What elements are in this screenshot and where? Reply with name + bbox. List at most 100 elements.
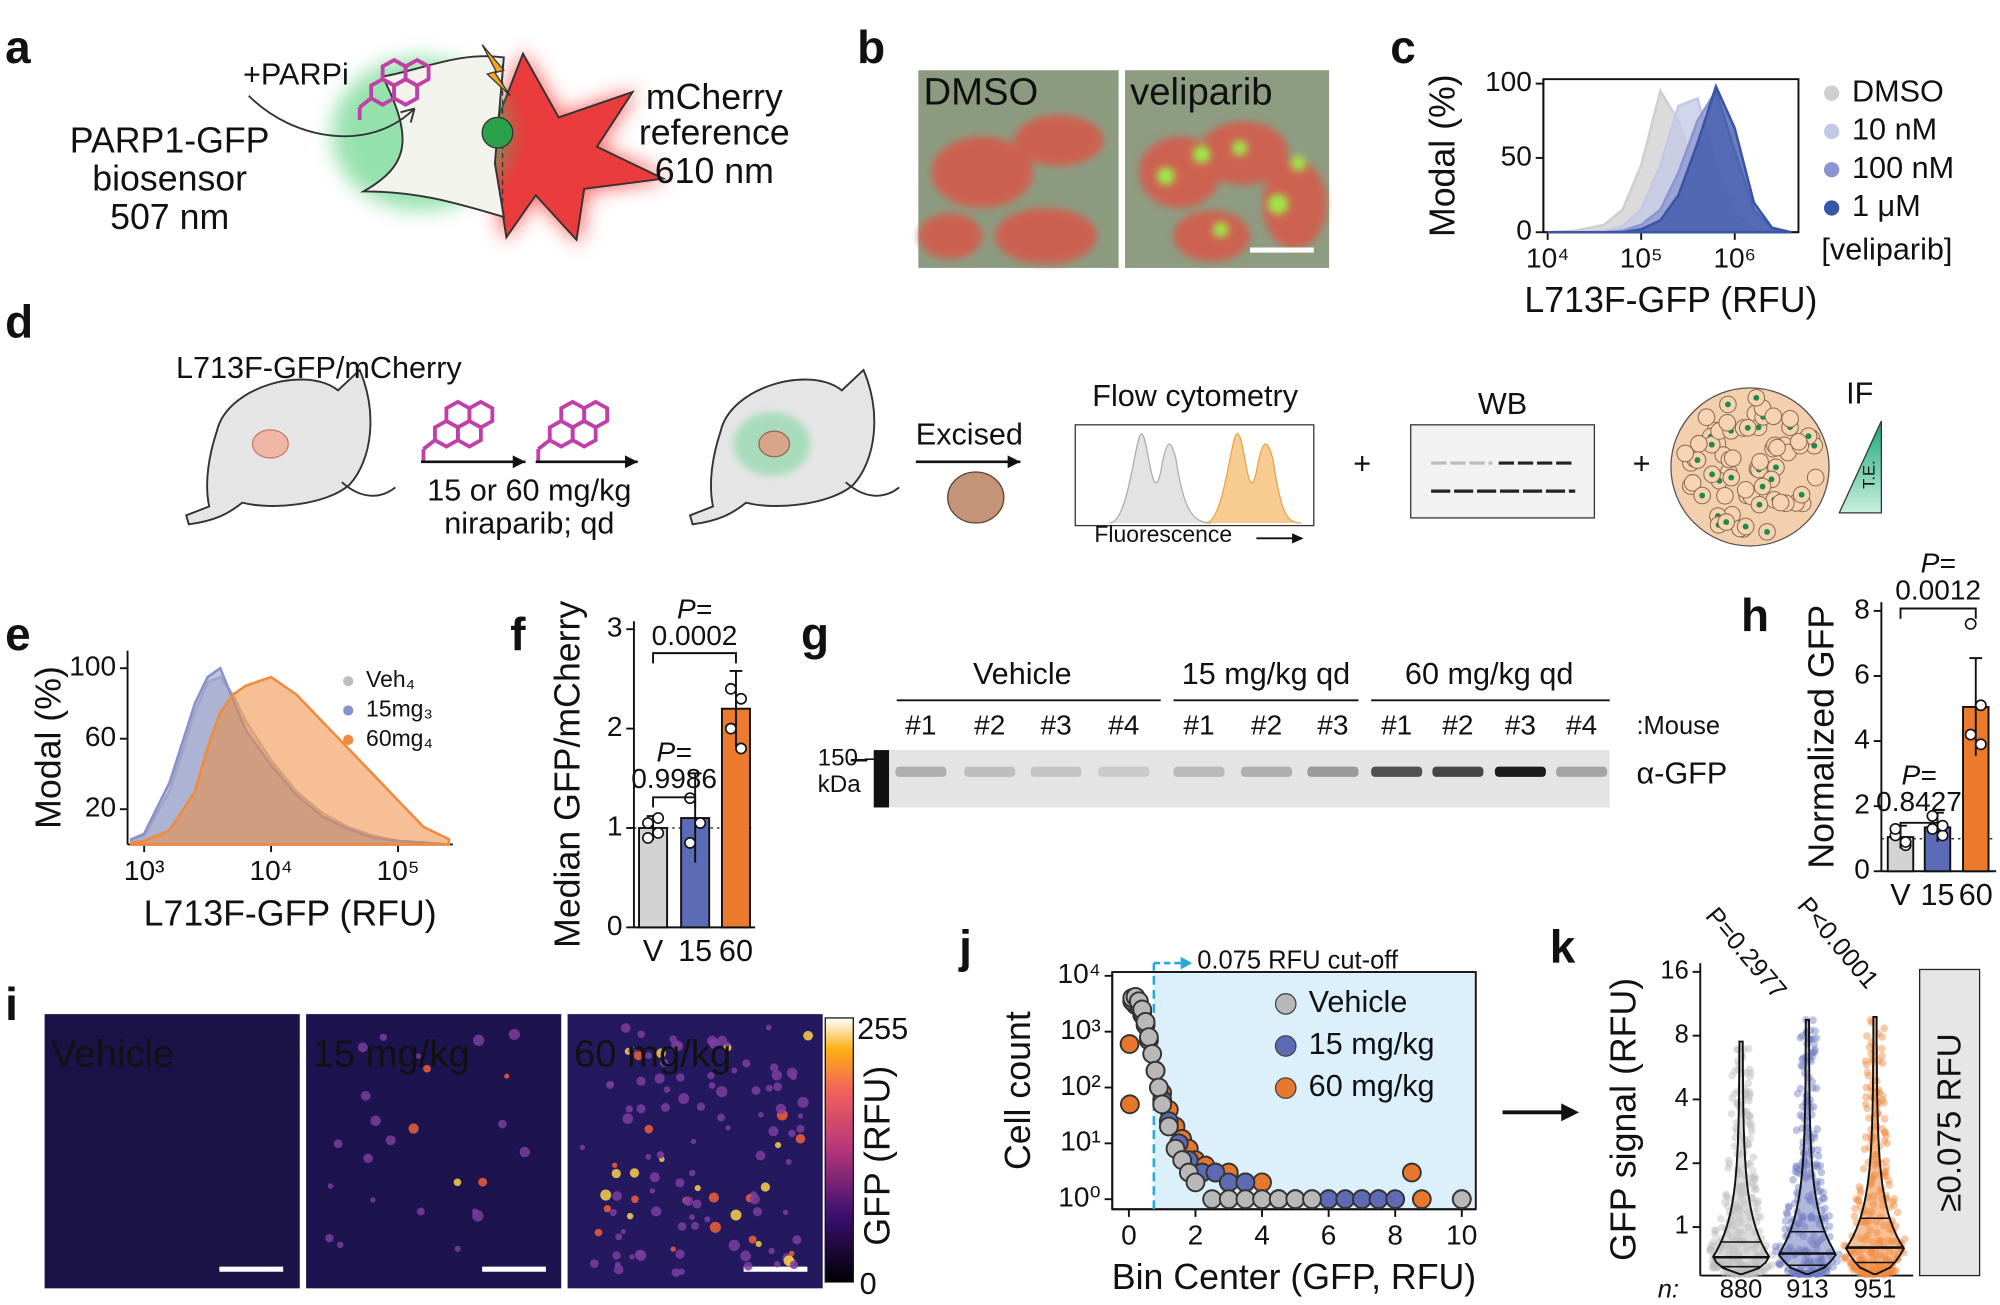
cell-signal: [612, 1162, 618, 1168]
cell-dot: [1750, 1269, 1759, 1278]
cell-dot: [1817, 1168, 1826, 1177]
cell-dot: [1809, 1084, 1817, 1092]
cell-signal: [704, 1216, 711, 1223]
cell-dot: [1860, 1145, 1869, 1153]
cell-signal: [600, 1189, 612, 1201]
cell-dot: [1783, 1266, 1792, 1275]
cell-dot: [1816, 1186, 1824, 1195]
cell-dot: [1864, 1071, 1873, 1080]
cell: [1723, 449, 1742, 467]
cell-dot: [1768, 1261, 1776, 1269]
blot-band: [1494, 766, 1546, 777]
cell-dot: [1880, 1024, 1889, 1033]
cell-signal: [775, 1103, 787, 1114]
legend-label: DMSO: [1852, 74, 1944, 108]
cell-dot: [1842, 1253, 1850, 1262]
cell-dot: [1813, 1125, 1822, 1133]
cell-signal: [663, 1086, 671, 1093]
legend-label: 60 mg/kg: [1309, 1069, 1435, 1103]
cell-dot: [1721, 1198, 1729, 1207]
cell-dot: [1809, 1016, 1817, 1025]
cell-signal: [613, 1264, 624, 1275]
group-label: 60 mg/kg qd: [1405, 657, 1573, 691]
cell-dot: [1813, 1177, 1821, 1186]
p-label: P=0.2977: [1700, 902, 1792, 1004]
data-point: [1899, 836, 1912, 848]
cell-dot: [1835, 1250, 1843, 1259]
cell-dot: [1882, 1269, 1891, 1278]
cell-signal: [654, 1073, 665, 1084]
blot-band: [895, 766, 947, 777]
drug-label: +PARPi: [243, 58, 349, 92]
cell-signal: [740, 1250, 752, 1262]
p-value: 0.8427: [1876, 786, 1962, 817]
x-tick-label: 10⁵: [1620, 243, 1663, 274]
cell: [1768, 438, 1786, 457]
cell-dot: [1728, 1094, 1736, 1102]
cell-dot: [1753, 1197, 1762, 1205]
cell-dot: [1724, 1164, 1732, 1172]
cell: [1806, 468, 1825, 487]
cell: [1683, 474, 1702, 492]
panel-label: f: [510, 608, 526, 660]
cell-signal: [609, 1208, 617, 1217]
cell-signal: [788, 1250, 795, 1257]
cell-dot: [1821, 1204, 1829, 1213]
lane-label: #3: [1041, 710, 1072, 741]
side-label: ≥0.075 RFU: [1931, 1033, 1968, 1212]
nucleus: [1699, 492, 1706, 499]
cell-dot: [1851, 1263, 1859, 1272]
x-axis-title: Bin Center (GFP, RFU): [1112, 1257, 1476, 1297]
cell-dot: [1784, 1203, 1793, 1212]
cell-dot: [1712, 1226, 1720, 1235]
cell-dot: [1724, 1156, 1733, 1165]
cell-dot: [1854, 1196, 1863, 1205]
y-tick-label: 10⁴: [1058, 958, 1101, 989]
group-label: Vehicle: [973, 657, 1072, 691]
nucleus: [1742, 523, 1749, 530]
panel-label: e: [5, 608, 31, 660]
cell-dot: [1810, 1048, 1819, 1056]
x-tick-label: 4: [1254, 1220, 1270, 1251]
cell-dot: [1814, 1270, 1823, 1278]
scatter-point: [1138, 1027, 1159, 1047]
legend-swatch: [343, 705, 354, 716]
cell-dot: [1725, 1159, 1734, 1168]
cell-dot: [1760, 1266, 1769, 1275]
scatter-point: [1401, 1162, 1422, 1183]
cell-dot: [1850, 1264, 1859, 1272]
cell-signal: [797, 1096, 809, 1108]
cell-signal: [333, 1139, 343, 1149]
y-tick-label: 6: [1854, 658, 1870, 689]
scatter-point: [1235, 1189, 1256, 1210]
cell-dot: [1753, 1213, 1762, 1221]
cell-dot: [1854, 1268, 1863, 1277]
cell-signal: [785, 1159, 792, 1165]
cell-dot: [1746, 1112, 1754, 1120]
scatter-point: [1202, 1189, 1222, 1210]
data-point: [724, 722, 737, 735]
cell-dot: [1859, 1164, 1868, 1173]
y-tick-label: 60: [85, 721, 116, 752]
nucleus: [1811, 442, 1818, 449]
cell-dot: [1840, 1254, 1849, 1263]
cell-signal: [717, 1113, 725, 1122]
cell-signal: [758, 1112, 764, 1118]
cell-dot: [1814, 1152, 1823, 1160]
y-tick-label: 3: [607, 612, 623, 643]
histogram-area: [130, 675, 451, 846]
cell-dot: [1878, 1092, 1887, 1100]
cell-dot: [1850, 1212, 1859, 1221]
y-tick-label: 16: [1660, 957, 1688, 985]
y-tick-label: 20: [85, 792, 116, 823]
x-tick-label: 10: [1446, 1220, 1477, 1251]
data-point: [684, 836, 696, 849]
panel-label: g: [801, 608, 829, 660]
cell-dot: [1881, 1128, 1889, 1137]
cell-dot: [1785, 1202, 1793, 1211]
reference-label: reference: [639, 113, 790, 153]
cell-dot: [1753, 1199, 1762, 1208]
dose-label: niraparib; qd: [444, 507, 614, 541]
cell-signal: [731, 1067, 738, 1074]
y-tick-label: 8: [1675, 1020, 1689, 1048]
